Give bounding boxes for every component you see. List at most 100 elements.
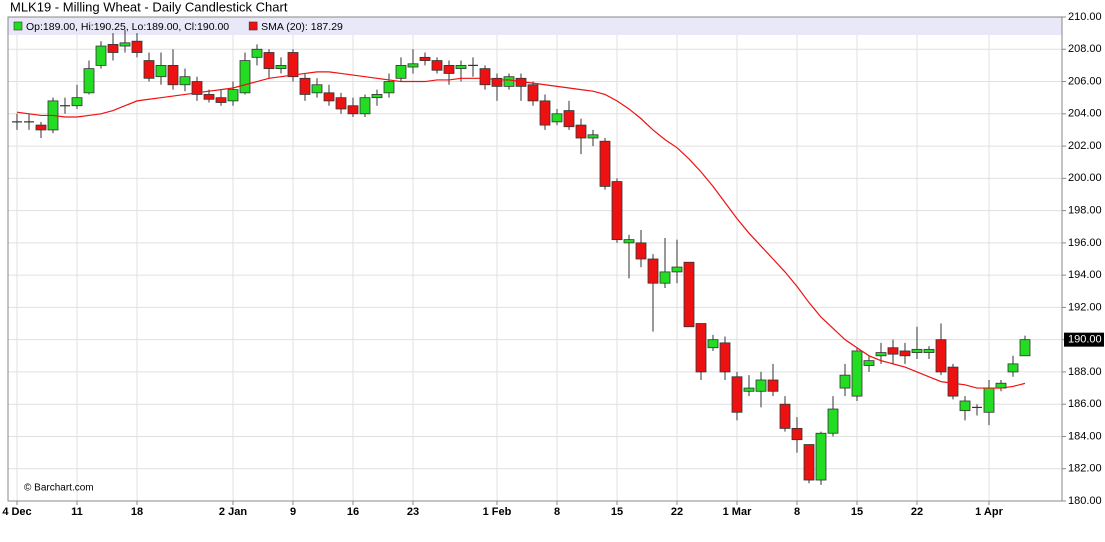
- candle-body: [287, 52, 299, 78]
- candle-body: [911, 348, 923, 353]
- candle-body: [767, 379, 779, 392]
- candle-body: [215, 97, 227, 103]
- x-tick-label: 9: [290, 506, 296, 518]
- y-tick-label: 192.00: [1068, 301, 1102, 313]
- x-tick-label: 18: [131, 506, 143, 518]
- candle-body: [851, 350, 863, 397]
- legend-band: [8, 17, 1062, 35]
- candle-body: [191, 81, 203, 95]
- candle-body: [311, 84, 323, 94]
- y-tick-label: 198.00: [1068, 205, 1102, 217]
- candle-body: [731, 376, 743, 413]
- candle-body: [659, 271, 671, 284]
- candle-body: [419, 56, 431, 61]
- y-tick-label: 204.00: [1068, 108, 1102, 120]
- candle-body: [107, 44, 119, 53]
- last-price-box: [1064, 332, 1104, 347]
- candle-body: [167, 65, 179, 86]
- candle-body: [1019, 339, 1031, 357]
- candle-body: [143, 60, 155, 79]
- x-tick-label: 22: [671, 506, 683, 518]
- candle-body: [275, 65, 287, 70]
- legend-swatch: [13, 21, 23, 31]
- candle-body: [83, 68, 95, 94]
- candle-body: [383, 81, 395, 94]
- overlay: 180.00 182.00 184.00 186.00 188.00 190.00 192.…: [2, 11, 1104, 518]
- x-tick-label: 22: [911, 506, 923, 518]
- candle-body: [335, 97, 347, 110]
- candle-body: [791, 427, 803, 441]
- legend-swatch: [248, 21, 258, 31]
- x-tick-label: 1 Apr: [975, 506, 1003, 518]
- x-tick-label: 2 Jan: [219, 506, 247, 518]
- candle-body: [1007, 363, 1019, 373]
- candle-body: [707, 339, 719, 349]
- candle-body: [743, 387, 755, 392]
- y-tick-label: 202.00: [1068, 140, 1102, 152]
- candle-body: [935, 339, 947, 373]
- legend-label: Op:189.00, Hi:190.25, Lo:189.00, Cl:190.…: [26, 21, 229, 33]
- sma-line: [16, 71, 1026, 389]
- last-price-label: 190.00: [1068, 334, 1102, 346]
- y-tick-label: 182.00: [1068, 463, 1102, 475]
- candle-body: [803, 444, 815, 481]
- candle-body: [575, 124, 587, 139]
- candle-body: [947, 366, 959, 397]
- candle-body: [839, 374, 851, 389]
- candle-body: [719, 342, 731, 373]
- y-tick-label: 200.00: [1068, 172, 1102, 184]
- candle-body: [95, 45, 107, 66]
- candle-body: [119, 42, 131, 47]
- candle-body: [359, 97, 371, 115]
- candle-body: [695, 323, 707, 373]
- plot-frame: [7, 16, 1063, 502]
- candle-body: [587, 134, 599, 139]
- y-tick-label: 210.00: [1068, 11, 1102, 23]
- x-tick-label: 8: [554, 506, 560, 518]
- candle-body: [239, 60, 251, 94]
- candle-body: [503, 76, 515, 87]
- candle-body: [155, 65, 167, 78]
- candle-body: [671, 266, 683, 273]
- candle-body: [131, 40, 143, 53]
- candle-body: [479, 68, 491, 86]
- candle-body: [443, 65, 455, 74]
- chart-title: MLK19 - Milling Wheat - Daily Candlestic…: [10, 0, 288, 14]
- candle-body: [875, 352, 887, 357]
- x-tick-label: 11: [71, 506, 83, 518]
- legend-label: SMA (20): 187.29: [261, 21, 343, 33]
- candle-body: [599, 140, 611, 187]
- y-tick-label: 180.00: [1068, 495, 1102, 507]
- candle-body: [611, 181, 623, 241]
- annotation: © Barchart.com: [24, 483, 94, 494]
- candle-body: [551, 113, 563, 123]
- x-tick-label: 8: [794, 506, 800, 518]
- candle-body: [827, 408, 839, 434]
- x-tick-label: 1 Mar: [723, 506, 752, 518]
- candle-body: [755, 379, 767, 392]
- candle-body: [203, 94, 215, 100]
- candle-body: [71, 97, 83, 107]
- candle-body: [983, 387, 995, 413]
- y-tick-label: 194.00: [1068, 269, 1102, 281]
- x-tick-label: 16: [347, 506, 359, 518]
- candle-body: [683, 261, 695, 328]
- candle-body: [227, 89, 239, 102]
- candle-body: [959, 400, 971, 412]
- candle-body: [635, 242, 647, 260]
- candle-body: [431, 60, 443, 71]
- x-tick-label: 23: [407, 506, 419, 518]
- marks: [12, 29, 1031, 485]
- candle-body: [35, 124, 47, 131]
- candle-body: [815, 432, 827, 481]
- x-tick-label: 1 Feb: [483, 506, 512, 518]
- y-tick-label: 196.00: [1068, 237, 1102, 249]
- candle-body: [647, 258, 659, 284]
- candle-body: [407, 63, 419, 68]
- candle-body: [323, 92, 335, 102]
- x-tick-label: 15: [851, 506, 863, 518]
- candle-body: [563, 110, 575, 128]
- candle-body: [251, 48, 263, 58]
- candle-body: [887, 347, 899, 355]
